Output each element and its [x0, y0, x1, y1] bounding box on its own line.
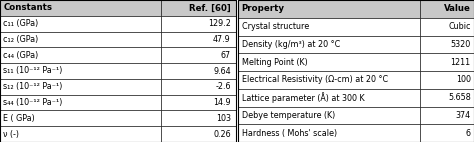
Bar: [161, 16, 236, 32]
Text: 14.9: 14.9: [213, 98, 231, 107]
Bar: [420, 89, 474, 106]
Text: s₁₂ (10⁻¹² Pa⁻¹): s₁₂ (10⁻¹² Pa⁻¹): [3, 82, 63, 91]
Text: 129.2: 129.2: [208, 19, 231, 28]
Bar: [420, 124, 474, 142]
Bar: [238, 53, 420, 71]
Text: s₁₁ (10⁻¹² Pa⁻¹): s₁₁ (10⁻¹² Pa⁻¹): [3, 66, 63, 76]
Bar: [161, 110, 236, 126]
Text: 374: 374: [456, 111, 471, 120]
Bar: [238, 0, 420, 18]
Bar: [238, 124, 420, 142]
Bar: [0, 32, 161, 47]
Text: 6: 6: [465, 129, 471, 138]
Text: c₁₁ (GPa): c₁₁ (GPa): [3, 19, 38, 28]
Bar: [238, 36, 420, 53]
Bar: [161, 0, 236, 16]
Text: Constants: Constants: [3, 3, 52, 12]
Text: Property: Property: [242, 4, 285, 13]
Text: Hardness ( Mohs' scale): Hardness ( Mohs' scale): [242, 129, 337, 138]
Text: Electrical Resistivity (Ω-cm) at 20 °C: Electrical Resistivity (Ω-cm) at 20 °C: [242, 75, 388, 84]
Text: 0.26: 0.26: [213, 130, 231, 139]
Bar: [0, 47, 161, 63]
Bar: [420, 36, 474, 53]
Text: Lattice parameter (Å) at 300 K: Lattice parameter (Å) at 300 K: [242, 92, 365, 103]
Bar: [0, 0, 236, 142]
Text: 100: 100: [456, 75, 471, 84]
Bar: [0, 95, 161, 110]
Bar: [238, 18, 420, 36]
Text: -2.6: -2.6: [215, 82, 231, 91]
Text: Cubic: Cubic: [448, 22, 471, 31]
Bar: [161, 126, 236, 142]
Text: 5.658: 5.658: [448, 93, 471, 102]
Text: Value: Value: [444, 4, 471, 13]
Bar: [420, 0, 474, 18]
Bar: [420, 53, 474, 71]
Bar: [0, 110, 161, 126]
Bar: [420, 106, 474, 124]
Text: 47.9: 47.9: [213, 35, 231, 44]
Bar: [0, 126, 161, 142]
Text: 5320: 5320: [450, 40, 471, 49]
Text: Ref. [60]: Ref. [60]: [189, 3, 231, 12]
Text: c₁₂ (GPa): c₁₂ (GPa): [3, 35, 38, 44]
Text: Density (kg/m³) at 20 °C: Density (kg/m³) at 20 °C: [242, 40, 340, 49]
Bar: [0, 63, 161, 79]
Bar: [238, 0, 474, 142]
Text: 1211: 1211: [451, 58, 471, 67]
Bar: [161, 79, 236, 95]
Text: Melting Point (K): Melting Point (K): [242, 58, 308, 67]
Text: ν (-): ν (-): [3, 130, 19, 139]
Text: c₄₄ (GPa): c₄₄ (GPa): [3, 51, 38, 60]
Bar: [238, 89, 420, 106]
Text: Debye temperature (K): Debye temperature (K): [242, 111, 335, 120]
Bar: [161, 95, 236, 110]
Bar: [420, 71, 474, 89]
Bar: [238, 106, 420, 124]
Bar: [420, 18, 474, 36]
Bar: [0, 79, 161, 95]
Text: 67: 67: [221, 51, 231, 60]
Bar: [0, 16, 161, 32]
Text: s₄₄ (10⁻¹² Pa⁻¹): s₄₄ (10⁻¹² Pa⁻¹): [3, 98, 63, 107]
Text: E ( GPa): E ( GPa): [3, 114, 35, 123]
Bar: [161, 47, 236, 63]
Text: Crystal structure: Crystal structure: [242, 22, 309, 31]
Text: 9.64: 9.64: [213, 66, 231, 76]
Bar: [238, 71, 420, 89]
Bar: [0, 0, 161, 16]
Bar: [161, 32, 236, 47]
Bar: [161, 63, 236, 79]
Text: 103: 103: [216, 114, 231, 123]
